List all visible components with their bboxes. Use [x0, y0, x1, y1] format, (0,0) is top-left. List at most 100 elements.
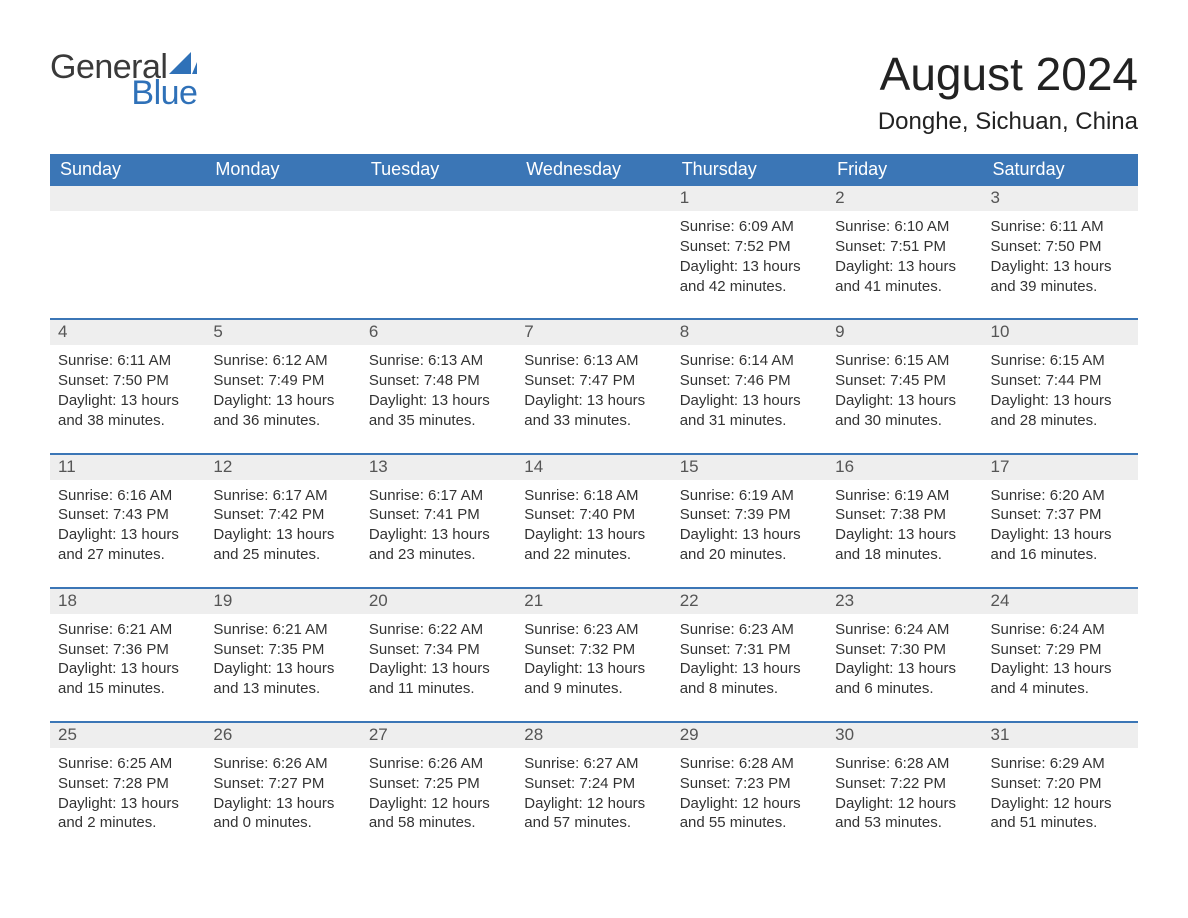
sunrise-value: 6:24 AM [1050, 621, 1105, 638]
daylight-minutes-word: minutes. [570, 412, 631, 429]
daylight-line-2: and 35 minutes. [369, 411, 508, 431]
daylight-minutes: 38 [87, 412, 104, 429]
sunset-label: Sunset: [524, 506, 579, 523]
sunrise-value: 6:17 AM [428, 487, 483, 504]
day-body: Sunrise: 6:26 AMSunset: 7:25 PMDaylight:… [361, 748, 516, 855]
calendar-cell: 9Sunrise: 6:15 AMSunset: 7:45 PMDaylight… [827, 319, 982, 453]
daylight-hours: 13 [1053, 660, 1070, 677]
daylight-and-word: and [369, 814, 398, 831]
sunset-value: 7:36 PM [113, 641, 169, 658]
calendar-cell: 26Sunrise: 6:26 AMSunset: 7:27 PMDayligh… [205, 722, 360, 855]
sunrise-label: Sunrise: [991, 755, 1050, 772]
sunrise-label: Sunrise: [213, 352, 272, 369]
daylight-label: Daylight: [835, 660, 898, 677]
sunset-label: Sunset: [835, 506, 890, 523]
sunset-value: 7:37 PM [1046, 506, 1102, 523]
sunrise-line: Sunrise: 6:26 AM [369, 754, 508, 774]
daylight-and-word: and [58, 546, 87, 563]
daylight-and-word: and [991, 814, 1020, 831]
sunrise-value: 6:12 AM [273, 352, 328, 369]
sunset-line: Sunset: 7:49 PM [213, 371, 352, 391]
daylight-line-2: and 42 minutes. [680, 277, 819, 297]
sunset-line: Sunset: 7:35 PM [213, 640, 352, 660]
daylight-and-word: and [680, 278, 709, 295]
daylight-minutes-word: minutes. [415, 814, 476, 831]
day-body: Sunrise: 6:22 AMSunset: 7:34 PMDaylight:… [361, 614, 516, 721]
daylight-label: Daylight: [58, 526, 121, 543]
daylight-hours-word: hours [293, 392, 335, 409]
sunrise-label: Sunrise: [991, 621, 1050, 638]
sunrise-line: Sunrise: 6:23 AM [680, 620, 819, 640]
sunrise-value: 6:16 AM [117, 487, 172, 504]
daylight-minutes-word: minutes. [414, 680, 475, 697]
sunset-label: Sunset: [835, 372, 890, 389]
sunset-label: Sunset: [991, 641, 1046, 658]
daylight-line-2: and 41 minutes. [835, 277, 974, 297]
sunset-label: Sunset: [835, 775, 890, 792]
calendar-cell: 19Sunrise: 6:21 AMSunset: 7:35 PMDayligh… [205, 588, 360, 722]
daylight-minutes-word: minutes. [104, 412, 165, 429]
day-body: Sunrise: 6:14 AMSunset: 7:46 PMDaylight:… [672, 345, 827, 452]
sunset-line: Sunset: 7:24 PM [524, 774, 663, 794]
day-number: 14 [516, 455, 671, 480]
sunset-value: 7:22 PM [890, 775, 946, 792]
day-number: 19 [205, 589, 360, 614]
sunset-label: Sunset: [213, 506, 268, 523]
daylight-and-word: and [58, 412, 87, 429]
daylight-minutes-word: minutes. [104, 680, 165, 697]
daylight-hours: 13 [742, 258, 759, 275]
sunset-line: Sunset: 7:27 PM [213, 774, 352, 794]
sunset-line: Sunset: 7:43 PM [58, 505, 197, 525]
daylight-minutes-word: minutes. [1036, 278, 1097, 295]
day-body: Sunrise: 6:25 AMSunset: 7:28 PMDaylight:… [50, 748, 205, 855]
day-body: Sunrise: 6:10 AMSunset: 7:51 PMDaylight:… [827, 211, 982, 318]
sunrise-line: Sunrise: 6:23 AM [524, 620, 663, 640]
daylight-line-2: and 31 minutes. [680, 411, 819, 431]
day-body [205, 211, 360, 311]
daylight-minutes-word: minutes. [717, 680, 778, 697]
daylight-label: Daylight: [835, 392, 898, 409]
daylight-and-word: and [835, 278, 864, 295]
sunset-line: Sunset: 7:45 PM [835, 371, 974, 391]
daylight-minutes: 31 [709, 412, 726, 429]
sunrise-label: Sunrise: [213, 755, 272, 772]
calendar-cell: 27Sunrise: 6:26 AMSunset: 7:25 PMDayligh… [361, 722, 516, 855]
day-body: Sunrise: 6:27 AMSunset: 7:24 PMDaylight:… [516, 748, 671, 855]
page-subtitle: Donghe, Sichuan, China [878, 108, 1138, 136]
sunset-line: Sunset: 7:37 PM [991, 505, 1130, 525]
sunrise-line: Sunrise: 6:28 AM [835, 754, 974, 774]
sunrise-line: Sunrise: 6:18 AM [524, 486, 663, 506]
daylight-minutes-word: minutes. [104, 546, 165, 563]
sunset-label: Sunset: [58, 506, 113, 523]
sunset-value: 7:25 PM [424, 775, 480, 792]
calendar-cell: 1Sunrise: 6:09 AMSunset: 7:52 PMDaylight… [672, 186, 827, 319]
daylight-label: Daylight: [524, 660, 587, 677]
daylight-line-1: Daylight: 12 hours [991, 794, 1130, 814]
daylight-hours: 13 [276, 795, 293, 812]
daylight-label: Daylight: [680, 660, 743, 677]
sunrise-line: Sunrise: 6:19 AM [835, 486, 974, 506]
brand-logo: General Blue [50, 50, 197, 110]
sunset-value: 7:32 PM [579, 641, 635, 658]
sunrise-value: 6:15 AM [1050, 352, 1105, 369]
daylight-line-2: and 22 minutes. [524, 545, 663, 565]
daylight-hours-word: hours [603, 660, 645, 677]
sunrise-line: Sunrise: 6:13 AM [524, 351, 663, 371]
day-number: 29 [672, 723, 827, 748]
sunset-label: Sunset: [680, 775, 735, 792]
daylight-minutes: 39 [1020, 278, 1037, 295]
daylight-minutes: 25 [243, 546, 260, 563]
daylight-minutes-word: minutes. [570, 814, 631, 831]
sunrise-value: 6:09 AM [739, 218, 794, 235]
sunrise-label: Sunrise: [369, 487, 428, 504]
daylight-hours-word: hours [293, 660, 335, 677]
sunrise-line: Sunrise: 6:28 AM [680, 754, 819, 774]
daylight-and-word: and [680, 412, 709, 429]
sunrise-label: Sunrise: [58, 487, 117, 504]
daylight-line-2: and 53 minutes. [835, 813, 974, 833]
daylight-hours: 13 [121, 392, 138, 409]
daylight-minutes: 22 [553, 546, 570, 563]
calendar-cell: 11Sunrise: 6:16 AMSunset: 7:43 PMDayligh… [50, 454, 205, 588]
daylight-hours: 13 [587, 660, 604, 677]
daylight-minutes-word: minutes. [1036, 546, 1097, 563]
